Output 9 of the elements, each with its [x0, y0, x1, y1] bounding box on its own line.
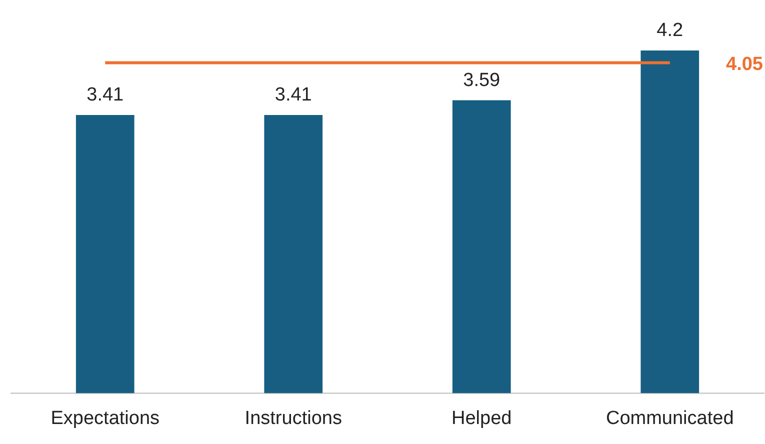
data-label: 4.2: [656, 20, 684, 42]
x-tick-label: Communicated: [606, 408, 734, 429]
x-tick-label: Expectations: [50, 408, 160, 429]
ref-line-label: 4.05: [726, 54, 764, 75]
x-tick-label: Instructions: [244, 408, 342, 429]
data-label: 3.59: [463, 70, 500, 91]
x-tick-label: Helped: [452, 408, 512, 429]
data-label: 3.41: [274, 84, 312, 106]
data-label: 3.41: [86, 84, 124, 106]
